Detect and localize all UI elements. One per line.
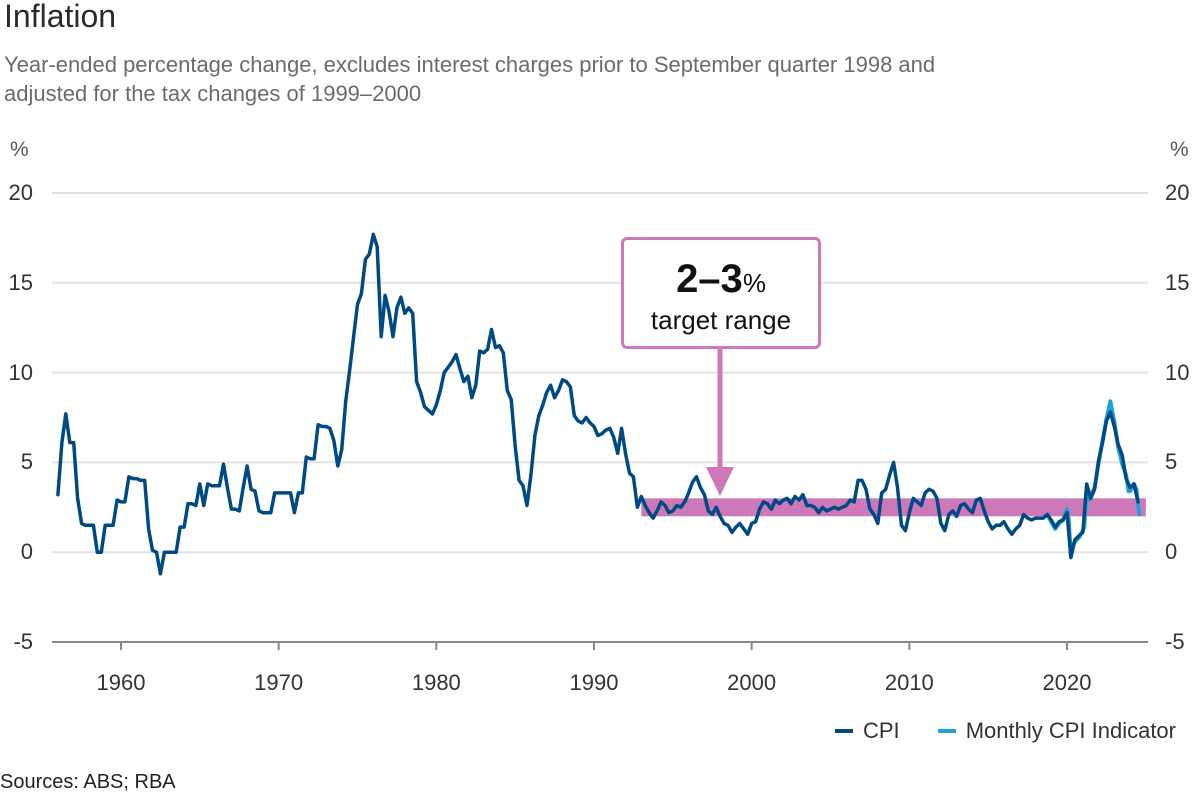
callout-percent: %	[742, 268, 766, 298]
callout-label: target range	[650, 305, 792, 335]
legend-swatch-monthly-cpi	[937, 729, 956, 733]
y-tick-label-left: 10	[8, 359, 33, 385]
y-tick-label-left: 15	[8, 269, 33, 295]
chart-subtitle: Year-ended percentage change, excludes i…	[4, 52, 936, 106]
y-tick-label-left: 5	[20, 449, 33, 475]
x-tick-label: 2020	[1042, 670, 1092, 695]
gridlines	[52, 192, 1148, 643]
y-tick-label-right: 5	[1165, 449, 1178, 475]
legend-item-cpi: CPI	[835, 718, 900, 744]
y-tick-label-right: -5	[1165, 629, 1185, 654]
y-tick-label-left: 0	[20, 539, 33, 565]
x-tick-label: 1980	[411, 670, 461, 695]
chart-title: Inflation	[4, 0, 117, 34]
legend-label-monthly-cpi: Monthly CPI Indicator	[965, 718, 1176, 743]
series-line-cpi	[56, 232, 1140, 576]
x-tick-label: 1990	[569, 670, 619, 695]
callout-range-value: 2–3	[676, 257, 743, 301]
y-tick-label-right: 0	[1165, 539, 1178, 565]
x-tick-label: 1970	[254, 670, 304, 695]
x-tick-label: 2000	[727, 670, 777, 695]
target-range-callout: 2–3% target range	[621, 237, 821, 349]
sources-note: Sources: ABS; RBA	[0, 771, 176, 793]
y-tick-label-left: 20	[8, 180, 33, 205]
y-tick-label-right: 15	[1165, 269, 1190, 295]
x-tick-label: 1960	[96, 670, 146, 695]
series-layer	[56, 232, 1142, 576]
y-axis-unit-right: %	[1170, 138, 1189, 161]
callout-range: 2–3%	[624, 257, 818, 305]
y-tick-label-left: -5	[13, 629, 33, 654]
x-tick-label: 2010	[884, 670, 934, 695]
y-axis-unit-left: %	[10, 138, 29, 161]
legend-item-monthly-cpi: Monthly CPI Indicator	[937, 718, 1176, 744]
legend-swatch-cpi	[835, 729, 853, 733]
annotation-arrow-layer	[706, 349, 734, 496]
y-tick-label-right: 20	[1165, 180, 1190, 205]
legend: CPI Monthly CPI Indicator	[797, 718, 1176, 744]
legend-label-cpi: CPI	[863, 718, 900, 743]
y-tick-label-right: 10	[1165, 359, 1190, 385]
x-axis-layer	[120, 642, 1068, 650]
annotation-arrow-head	[706, 467, 734, 496]
